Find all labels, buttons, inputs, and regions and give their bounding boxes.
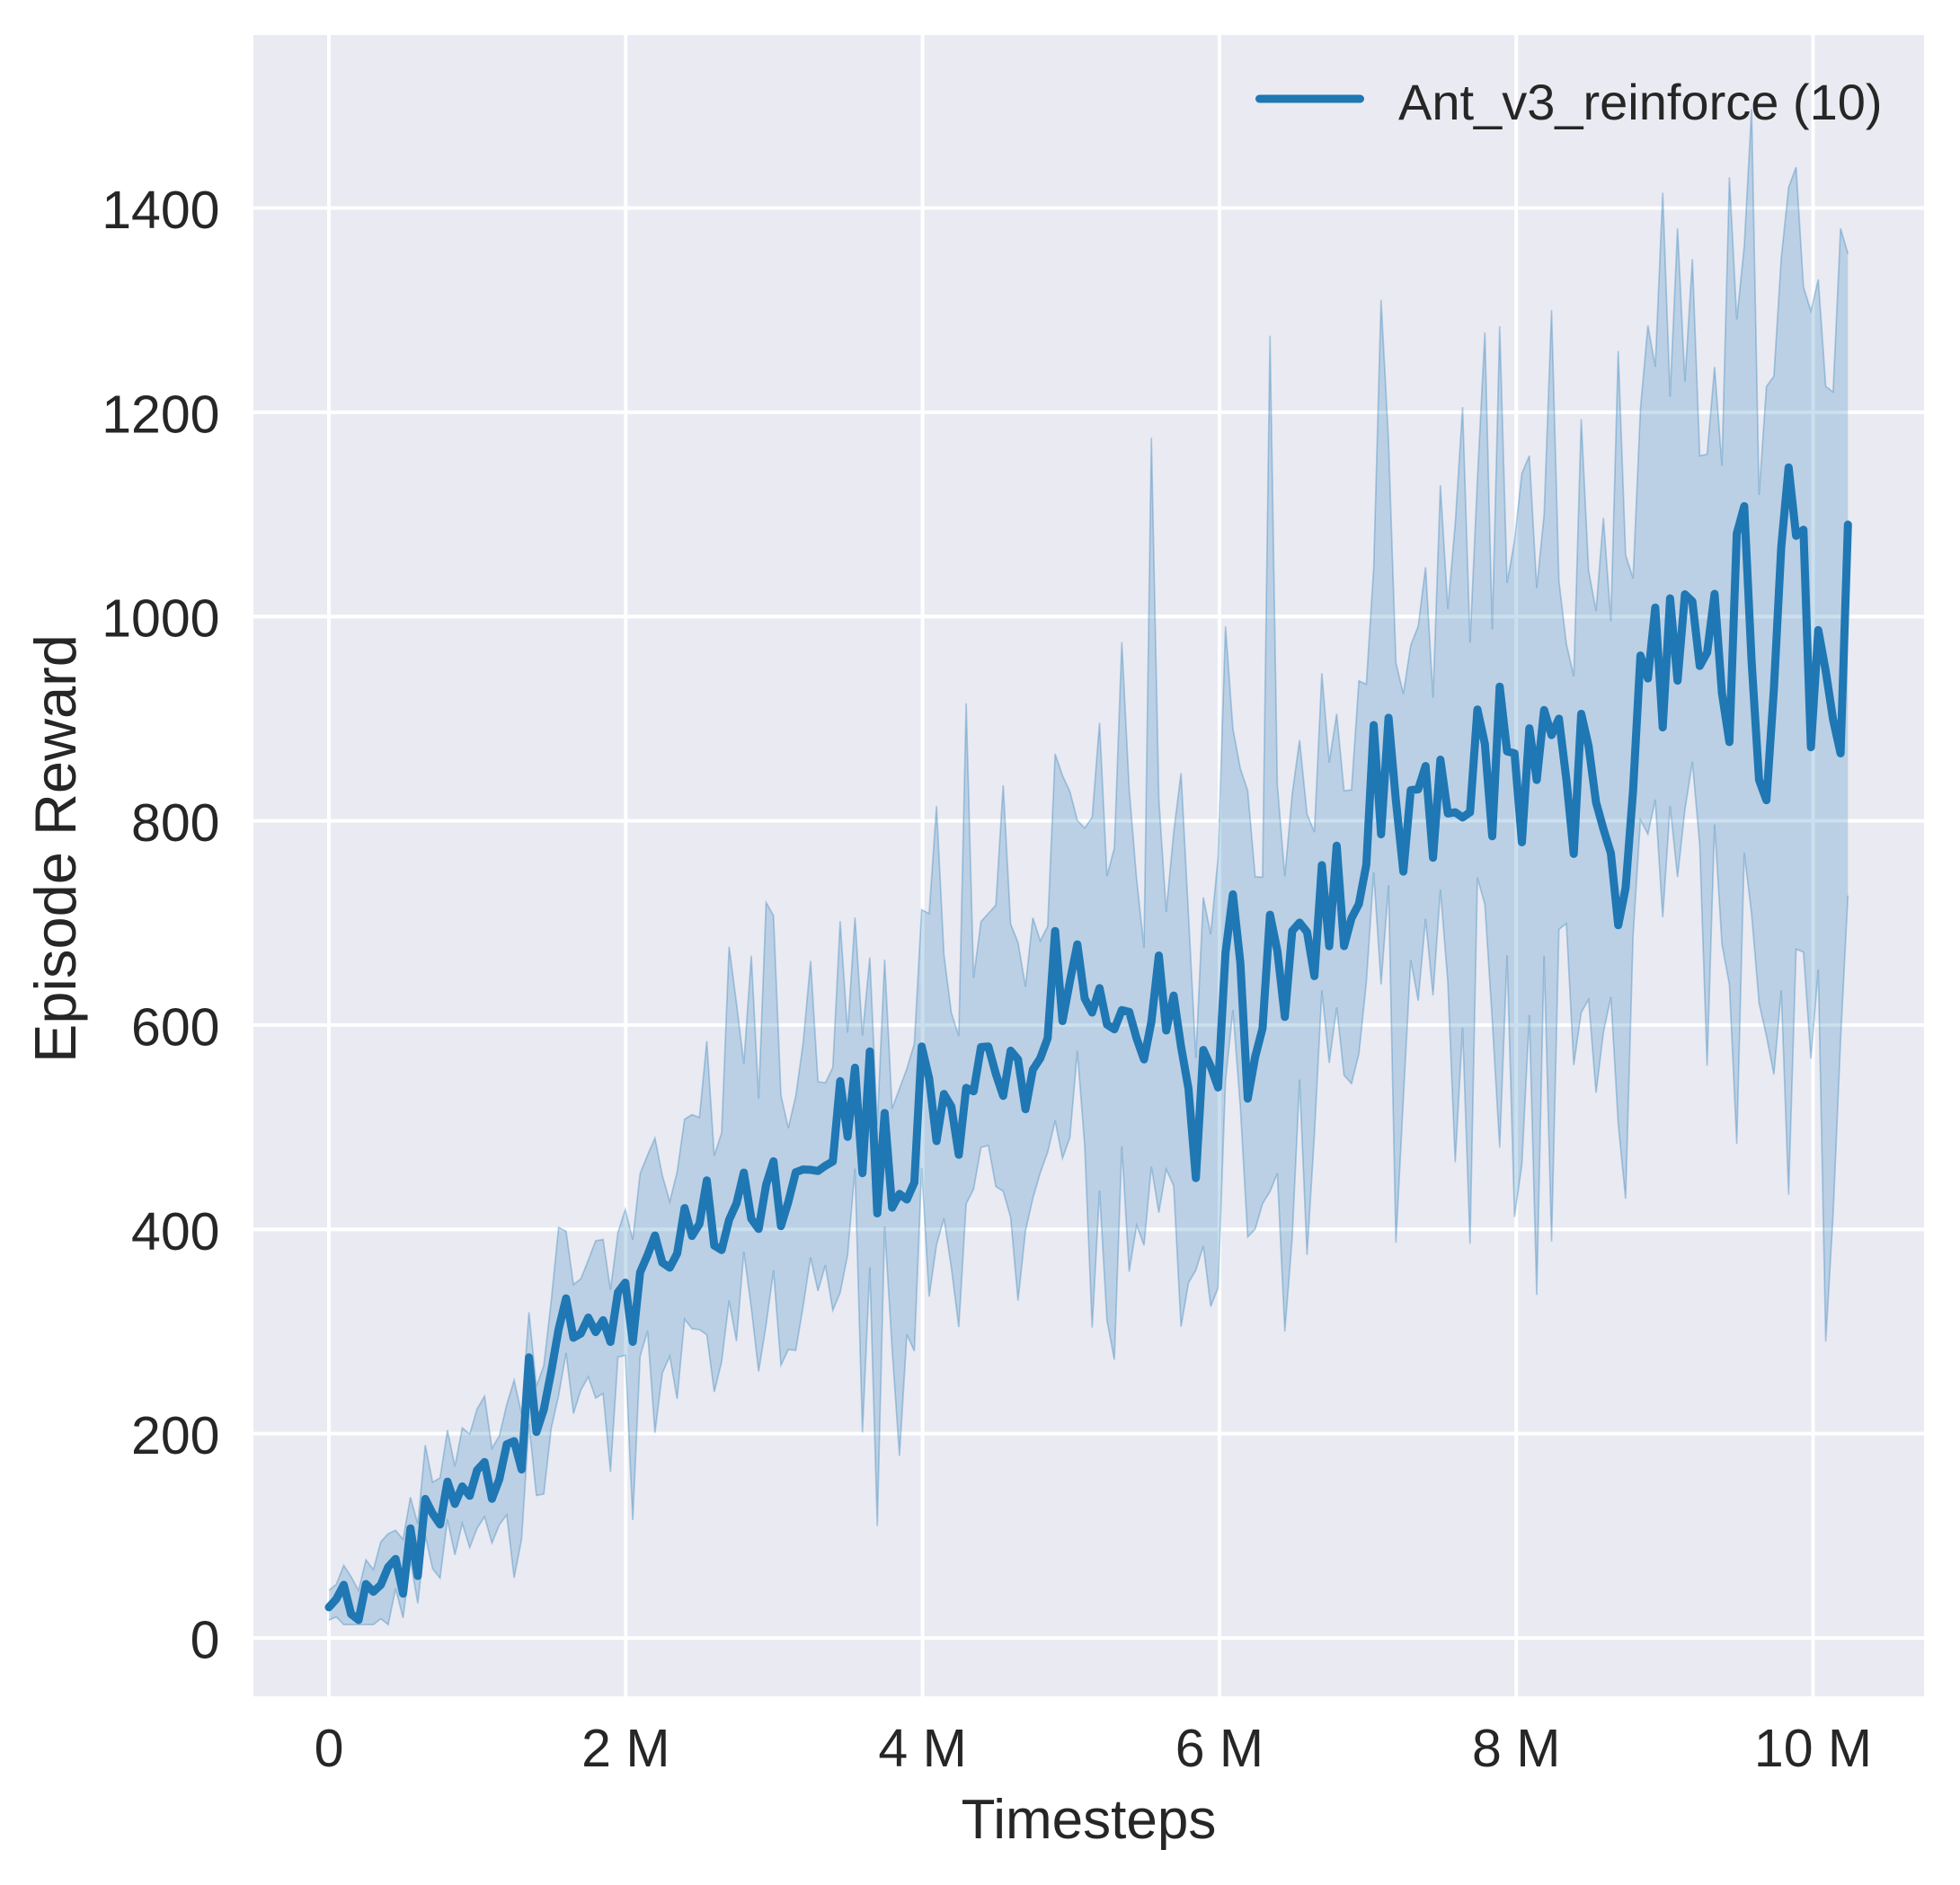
svg-text:6 M: 6 M: [1175, 1719, 1264, 1778]
svg-text:Ant_v3_reinforce (10): Ant_v3_reinforce (10): [1398, 74, 1883, 130]
svg-text:8 M: 8 M: [1472, 1719, 1560, 1778]
svg-text:10 M: 10 M: [1754, 1719, 1872, 1778]
svg-text:1400: 1400: [102, 181, 219, 240]
svg-text:400: 400: [131, 1202, 219, 1261]
svg-text:0: 0: [191, 1611, 220, 1670]
svg-text:600: 600: [131, 997, 219, 1057]
svg-text:2 M: 2 M: [581, 1719, 670, 1778]
svg-text:4 M: 4 M: [878, 1719, 966, 1778]
svg-text:Timesteps: Timesteps: [962, 1789, 1217, 1851]
svg-text:200: 200: [131, 1406, 219, 1465]
svg-text:0: 0: [315, 1719, 344, 1778]
svg-text:800: 800: [131, 793, 219, 853]
svg-text:1200: 1200: [102, 385, 219, 444]
svg-text:1000: 1000: [102, 589, 219, 649]
svg-text:Episode Reward: Episode Reward: [22, 634, 88, 1063]
